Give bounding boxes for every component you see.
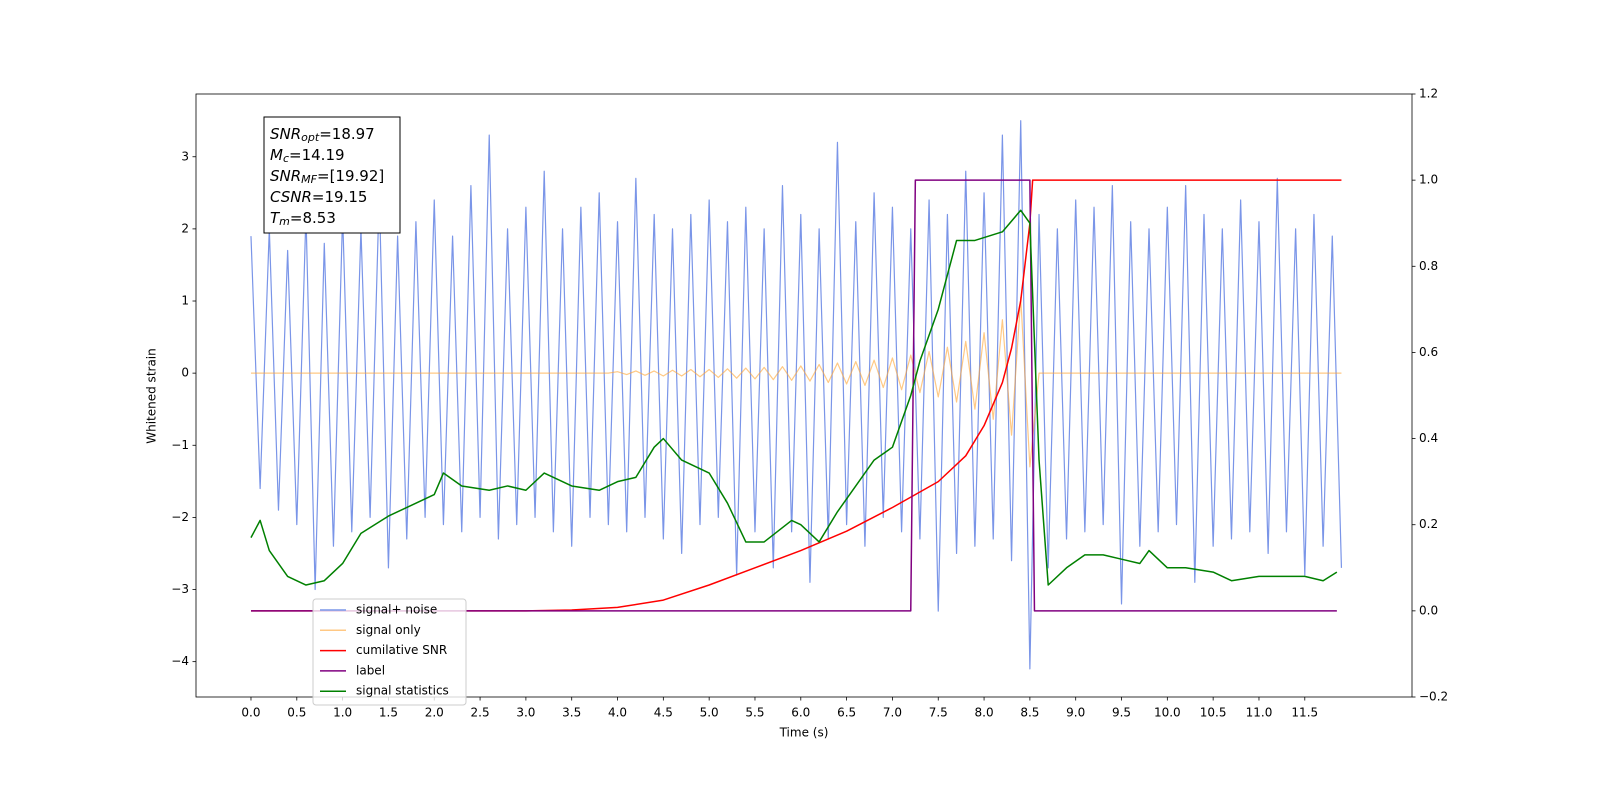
x-tick-label: 0.0 [241, 706, 260, 720]
annotation-line: Tm=8.53 [270, 209, 336, 229]
legend-label: signal statistics [356, 684, 449, 698]
annotation-name: T [270, 209, 281, 227]
y-tick-label: −2 [171, 510, 189, 524]
y2-tick-label: −0.2 [1419, 690, 1448, 704]
series-line [250, 209, 1338, 586]
y-tick-label: −3 [171, 582, 189, 596]
legend-label: label [356, 663, 385, 677]
y-tick-label: 3 [181, 149, 189, 163]
y-tick-label: 0 [181, 366, 189, 380]
legend-label: signal only [356, 623, 421, 637]
y-tick-label: −4 [171, 654, 189, 668]
series-line [250, 179, 1337, 612]
x-tick-label: 6.5 [837, 706, 856, 720]
x-tick-label: 4.0 [608, 706, 627, 720]
annotation-line: Mc=14.19 [270, 146, 345, 166]
axes-frame [195, 93, 1413, 698]
x-axis-label: Time (s) [779, 726, 829, 740]
annotation-name: SNR [270, 125, 301, 143]
y2-tick-label: 0.0 [1419, 603, 1438, 617]
annotation-line: CSNR=19.15 [270, 188, 367, 206]
x-tick-label: 3.5 [562, 706, 581, 720]
x-tick-label: 11.5 [1291, 706, 1318, 720]
y-axis-label: Whitened strain [145, 348, 159, 444]
x-tick-label: 6.0 [791, 706, 810, 720]
annotation-value: =18.97 [319, 125, 375, 143]
annotation-sub: MF [301, 173, 317, 186]
x-tick-label: 2.5 [471, 706, 490, 720]
x-tick-label: 2.0 [425, 706, 444, 720]
x-tick-label: 7.5 [929, 706, 948, 720]
y-tick-label: 2 [181, 221, 189, 235]
y2-tick-label: 0.2 [1419, 517, 1438, 531]
annotation-sub: c [283, 152, 289, 165]
x-tick-label: 0.5 [287, 706, 306, 720]
annotation-value: =19.15 [312, 188, 368, 206]
plot-lines [250, 120, 1343, 670]
x-tick-label: 10.5 [1200, 706, 1227, 720]
x-tick-label: 8.0 [975, 706, 994, 720]
x-tick-label: 10.0 [1154, 706, 1181, 720]
x-tick-label: 8.5 [1020, 706, 1039, 720]
series-line [250, 179, 1342, 612]
legend-label: cumilative SNR [356, 643, 447, 657]
y-tick-label: 1 [181, 294, 189, 308]
annotation-name: M [270, 146, 283, 164]
annotation-value: =8.53 [290, 209, 336, 227]
x-tick-label: 1.5 [379, 706, 398, 720]
y2-tick-label: 1.0 [1419, 173, 1438, 187]
legend-box [312, 598, 467, 706]
series-line [250, 120, 1343, 670]
y2-tick-label: 1.2 [1419, 87, 1438, 101]
annotation-name: SNR [270, 167, 301, 185]
annotation-line: SNRopt=18.97 [270, 125, 375, 145]
x-tick-label: 5.5 [745, 706, 764, 720]
x-tick-label: 3.0 [516, 706, 535, 720]
y-tick-label: −1 [171, 438, 189, 452]
x-tick-label: 9.0 [1066, 706, 1085, 720]
x-tick-label: 11.0 [1246, 706, 1273, 720]
annotation-value: =14.19 [289, 146, 345, 164]
y2-tick-label: 0.8 [1419, 259, 1438, 273]
annotation-box [263, 116, 401, 234]
annotation-sub: m [279, 215, 290, 228]
x-tick-label: 4.5 [654, 706, 673, 720]
y2-tick-label: 0.4 [1419, 431, 1438, 445]
x-tick-label: 5.0 [700, 706, 719, 720]
y2-tick-label: 0.6 [1419, 345, 1438, 359]
x-tick-label: 9.5 [1112, 706, 1131, 720]
annotation-name: CSNR [270, 188, 312, 206]
legend-label: signal+ noise [356, 603, 437, 617]
annotation-value: =[19.92] [317, 167, 384, 185]
annotation-sub: opt [301, 131, 320, 144]
series-line [250, 296, 1342, 468]
x-tick-label: 1.0 [333, 706, 352, 720]
x-tick-label: 7.0 [883, 706, 902, 720]
annotation-line: SNRMF=[19.92] [270, 167, 384, 187]
